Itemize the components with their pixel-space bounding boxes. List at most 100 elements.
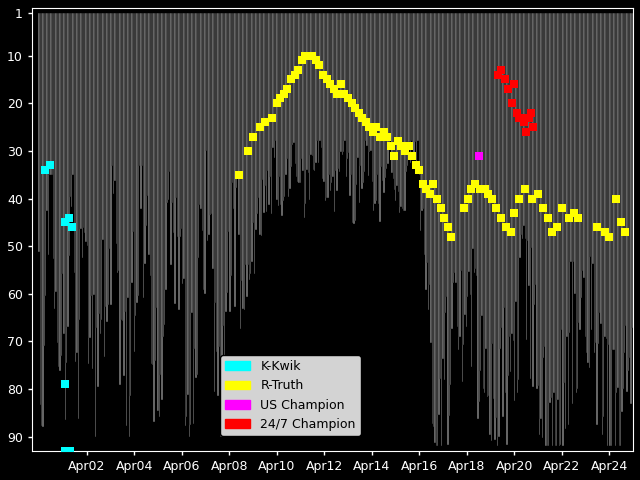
Bar — [613, 13, 614, 350]
Bar — [432, 13, 433, 424]
Bar — [407, 13, 408, 166]
Bar — [169, 13, 170, 172]
Bar — [215, 13, 216, 303]
Bar — [536, 13, 538, 389]
Point — [506, 228, 516, 236]
Bar — [500, 13, 501, 349]
Point — [368, 128, 378, 136]
Bar — [90, 13, 91, 338]
Bar — [391, 13, 392, 173]
Bar — [148, 13, 150, 255]
Bar — [471, 13, 472, 367]
Bar — [557, 13, 559, 400]
Bar — [586, 13, 588, 353]
Bar — [159, 13, 160, 417]
Bar — [607, 13, 608, 446]
Point — [65, 447, 75, 455]
Bar — [234, 13, 236, 307]
Bar — [259, 13, 260, 235]
Bar — [284, 13, 285, 196]
Point — [500, 75, 510, 83]
Bar — [47, 13, 49, 255]
Bar — [274, 13, 275, 158]
Point — [328, 85, 339, 93]
Bar — [105, 13, 106, 307]
Point — [470, 180, 480, 188]
Bar — [326, 13, 327, 198]
Bar — [328, 13, 330, 175]
Bar — [611, 13, 612, 446]
Bar — [54, 13, 56, 309]
Bar — [323, 13, 324, 182]
Bar — [238, 13, 239, 235]
Bar — [390, 13, 391, 142]
Bar — [227, 13, 228, 293]
Bar — [88, 13, 90, 364]
Bar — [124, 13, 125, 375]
Bar — [397, 13, 398, 185]
Point — [60, 381, 70, 388]
Bar — [485, 13, 486, 348]
Bar — [585, 13, 586, 337]
Bar — [237, 13, 238, 171]
Bar — [387, 13, 388, 165]
Bar — [561, 13, 563, 330]
Bar — [99, 13, 100, 314]
Bar — [297, 13, 298, 181]
Bar — [353, 13, 355, 225]
Bar — [600, 13, 602, 324]
Bar — [271, 13, 273, 214]
Bar — [627, 13, 628, 392]
Bar — [543, 13, 544, 358]
Bar — [322, 13, 323, 180]
Bar — [212, 13, 214, 269]
Bar — [168, 13, 169, 200]
Bar — [296, 13, 297, 177]
Bar — [77, 13, 79, 420]
Point — [255, 123, 265, 131]
Bar — [257, 13, 258, 214]
Point — [616, 218, 627, 226]
Bar — [449, 13, 450, 416]
Bar — [292, 13, 293, 144]
Bar — [220, 13, 221, 437]
Bar — [568, 13, 569, 425]
Bar — [151, 13, 152, 364]
Bar — [116, 13, 117, 244]
Bar — [245, 13, 246, 265]
Bar — [358, 13, 360, 203]
Bar — [334, 13, 335, 212]
Bar — [170, 13, 172, 265]
Bar — [483, 13, 484, 389]
Bar — [258, 13, 259, 198]
Bar — [66, 13, 67, 363]
Bar — [612, 13, 613, 350]
Bar — [598, 13, 599, 344]
Bar — [49, 13, 50, 175]
Bar — [348, 13, 349, 153]
Point — [410, 161, 420, 169]
Bar — [218, 13, 219, 396]
Bar — [269, 13, 271, 177]
Bar — [530, 13, 531, 379]
Bar — [293, 13, 294, 143]
Bar — [208, 13, 210, 235]
Point — [526, 109, 536, 117]
Bar — [497, 13, 499, 446]
Bar — [596, 13, 598, 425]
Bar — [484, 13, 485, 393]
Bar — [155, 13, 156, 361]
Point — [325, 80, 335, 88]
Bar — [552, 13, 554, 446]
Bar — [569, 13, 570, 333]
Bar — [513, 13, 514, 341]
Bar — [343, 13, 344, 153]
Bar — [491, 13, 492, 441]
Bar — [185, 13, 186, 426]
Bar — [214, 13, 215, 392]
Bar — [233, 13, 234, 209]
Point — [516, 114, 527, 121]
Bar — [502, 13, 504, 417]
Bar — [475, 13, 476, 269]
Bar — [96, 13, 97, 327]
